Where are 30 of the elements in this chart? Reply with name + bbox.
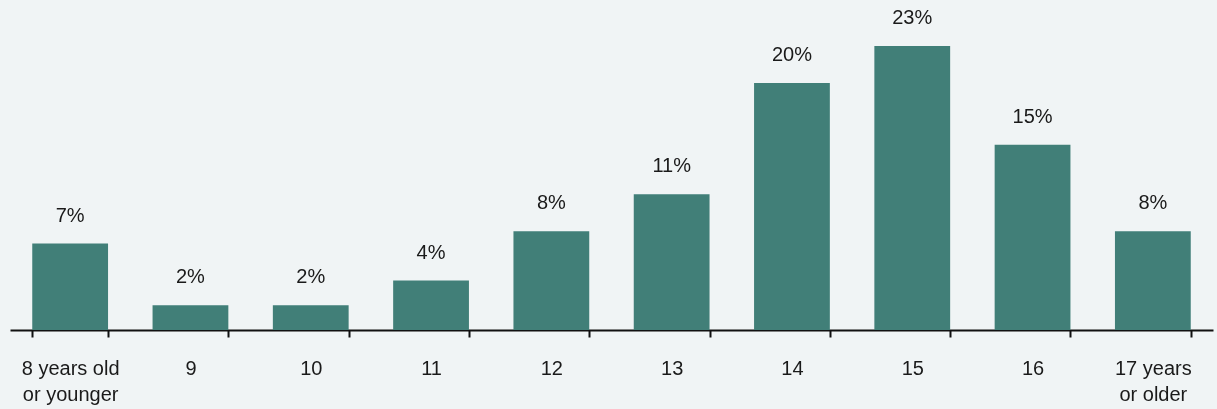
data-label: 4% xyxy=(416,240,446,263)
bar xyxy=(513,231,590,330)
bar xyxy=(393,280,469,330)
x-tick-label: 14 xyxy=(781,356,804,379)
x-tick-label: 15 xyxy=(901,356,924,379)
bar xyxy=(32,243,109,330)
data-label: 15% xyxy=(1012,104,1053,127)
data-label: 11% xyxy=(652,154,692,177)
x-tick-label: 16 xyxy=(1021,356,1045,379)
x-tick-label: 17 years or older xyxy=(1114,356,1192,405)
bar xyxy=(1114,231,1191,330)
x-tick-label: 13 xyxy=(661,356,684,379)
bar xyxy=(994,144,1071,330)
data-label: 23% xyxy=(892,6,933,28)
x-tick-label: 10 xyxy=(300,356,323,379)
data-label: 7% xyxy=(55,203,85,226)
x-tick-label: 9 xyxy=(185,356,197,379)
data-label: 20% xyxy=(771,43,813,66)
data-label: 2% xyxy=(176,265,206,288)
data-label: 8% xyxy=(536,191,567,214)
bar xyxy=(152,305,229,330)
x-tick-label: 8 years old or younger xyxy=(21,356,120,405)
data-label: 8% xyxy=(1138,191,1168,214)
bar xyxy=(754,83,830,330)
bar xyxy=(633,194,710,330)
x-tick-label: 12 xyxy=(540,356,563,379)
bar xyxy=(272,305,349,330)
data-label: 2% xyxy=(296,265,326,288)
x-tick-label: 11 xyxy=(421,356,442,379)
bar xyxy=(874,46,951,330)
